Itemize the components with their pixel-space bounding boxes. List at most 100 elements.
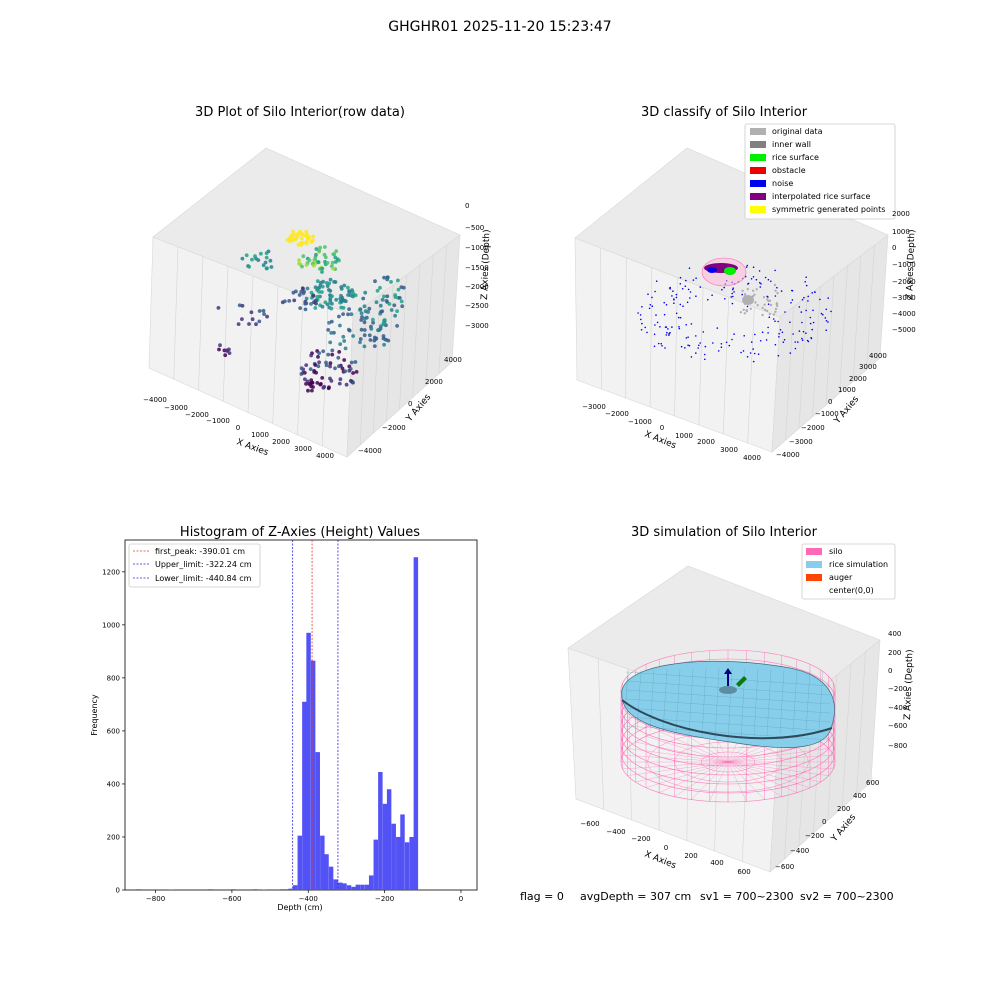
panel2-surface-cluster bbox=[701, 257, 754, 305]
hist-bar bbox=[292, 885, 298, 890]
p2-ztick: −5000 bbox=[892, 326, 916, 334]
p2-noise-point bbox=[687, 336, 689, 339]
p2-noise-point bbox=[712, 342, 714, 344]
p2-noise-point bbox=[822, 313, 824, 316]
hist-bar bbox=[261, 889, 267, 890]
p4-ztick: −200 bbox=[888, 685, 907, 693]
p2-noise-point bbox=[655, 280, 658, 283]
p1-data-point bbox=[296, 243, 301, 247]
p2-noise-point bbox=[824, 317, 827, 319]
p2-ytick: 0 bbox=[828, 398, 832, 406]
p1-data-point bbox=[308, 367, 313, 371]
p1-data-point bbox=[247, 322, 251, 326]
p1-data-point bbox=[315, 288, 319, 292]
p2-noise-point bbox=[641, 322, 643, 325]
p4-rice-mesh-line bbox=[701, 668, 707, 738]
hist-xtick-label: −600 bbox=[222, 895, 241, 903]
p1-data-point bbox=[393, 313, 397, 318]
p4-xtick: −600 bbox=[580, 820, 599, 828]
p1-data-point bbox=[291, 233, 295, 237]
p1-data-point bbox=[297, 232, 302, 236]
status-sv2: sv2 = 700~2300 bbox=[800, 890, 894, 903]
grid-line bbox=[649, 267, 653, 408]
p2-noise-point bbox=[790, 302, 792, 304]
p1-data-point bbox=[301, 254, 306, 259]
p2-noise-point bbox=[752, 348, 754, 350]
p1-data-point bbox=[240, 256, 245, 261]
p1-data-point bbox=[308, 381, 313, 386]
p2-noise-point bbox=[687, 344, 689, 347]
hist-xtick-label: −800 bbox=[146, 895, 165, 903]
p2-noise-point bbox=[669, 287, 671, 289]
p2-ytick: 2000 bbox=[849, 375, 867, 383]
p1-data-point bbox=[342, 358, 347, 362]
p1-data-point bbox=[367, 333, 372, 338]
p2-original-point bbox=[768, 312, 771, 316]
p2-original-point bbox=[773, 283, 777, 287]
p2-noise-point bbox=[728, 344, 731, 347]
p1-data-point bbox=[381, 322, 386, 327]
p1-data-point bbox=[343, 346, 348, 351]
p1-data-point bbox=[395, 309, 399, 313]
p2-noise-point bbox=[660, 342, 662, 345]
p4-rice-mesh-line bbox=[625, 698, 831, 714]
p2-noise-point bbox=[695, 277, 697, 280]
p4-silo-floor-ring bbox=[701, 751, 755, 773]
p2-noise-point bbox=[825, 329, 827, 332]
p2-noise-point bbox=[812, 309, 814, 312]
hist-x-ticks: −800 −600 −400 −200 0 bbox=[146, 890, 463, 903]
p1-data-point bbox=[340, 366, 345, 371]
panel2-noise-points bbox=[637, 264, 832, 363]
grid-line bbox=[722, 297, 730, 435]
hist-legend-label: Upper_limit: -322.24 cm bbox=[155, 560, 252, 569]
hist-bar bbox=[404, 842, 410, 890]
p2-noise-point bbox=[677, 316, 680, 319]
panel1-title: 3D Plot of Silo Interior(row data) bbox=[195, 105, 405, 120]
grid-line bbox=[825, 275, 835, 406]
p2-noise-point bbox=[803, 296, 805, 299]
hist-bar bbox=[355, 884, 361, 890]
p1-ytick: 2000 bbox=[425, 378, 443, 386]
p2-noise-point bbox=[825, 320, 828, 322]
panel2-x-ticks: −3000 −2000 −1000 0 1000 2000 3000 4000 bbox=[582, 403, 761, 462]
p1-data-point bbox=[311, 234, 316, 239]
p2-noise-point bbox=[801, 321, 803, 324]
p1-data-point bbox=[257, 319, 262, 324]
panel1-z-ticks: 0 −500 −1000 −1500 −2000 −2500 −3000 bbox=[465, 202, 489, 330]
p2-noise-point bbox=[690, 356, 693, 358]
p1-data-point bbox=[292, 298, 297, 303]
p1-data-point bbox=[363, 290, 368, 295]
p2-noise-point bbox=[663, 313, 666, 316]
p1-data-point bbox=[316, 364, 321, 369]
p2-noise-point bbox=[699, 342, 701, 344]
p1-data-point bbox=[380, 309, 385, 314]
p1-data-point bbox=[257, 309, 262, 313]
p1-data-point bbox=[218, 343, 222, 348]
p2-legend-label: original data bbox=[772, 127, 823, 136]
p1-xlabel: X Axies bbox=[235, 437, 270, 458]
p2-noise-point bbox=[689, 297, 691, 299]
p2-noise-point bbox=[746, 356, 749, 358]
p1-data-point bbox=[315, 279, 320, 284]
p1-data-point bbox=[375, 288, 380, 293]
hist-legend-label: first_peak: -390.01 cm bbox=[155, 547, 245, 556]
p1-data-point bbox=[371, 317, 375, 322]
hist-xlabel: Depth (cm) bbox=[277, 903, 322, 912]
p2-noise-point bbox=[778, 332, 780, 335]
p2-noise-point bbox=[749, 352, 752, 354]
p2-noise-point bbox=[655, 314, 657, 316]
p1-data-point bbox=[359, 327, 364, 332]
p1-data-point bbox=[261, 308, 266, 313]
p1-data-point bbox=[359, 311, 364, 316]
p2-original-point bbox=[774, 289, 777, 292]
p1-data-point bbox=[285, 238, 290, 242]
p2-noise-point bbox=[671, 295, 673, 297]
hist-bar bbox=[342, 883, 347, 890]
p1-data-point bbox=[249, 310, 254, 315]
p4-ztick: −400 bbox=[888, 704, 907, 712]
p1-data-point bbox=[318, 245, 322, 250]
p1-data-point bbox=[329, 319, 334, 324]
p1-data-point bbox=[359, 318, 364, 322]
hist-bar bbox=[360, 884, 365, 890]
p1-data-point bbox=[351, 371, 355, 375]
